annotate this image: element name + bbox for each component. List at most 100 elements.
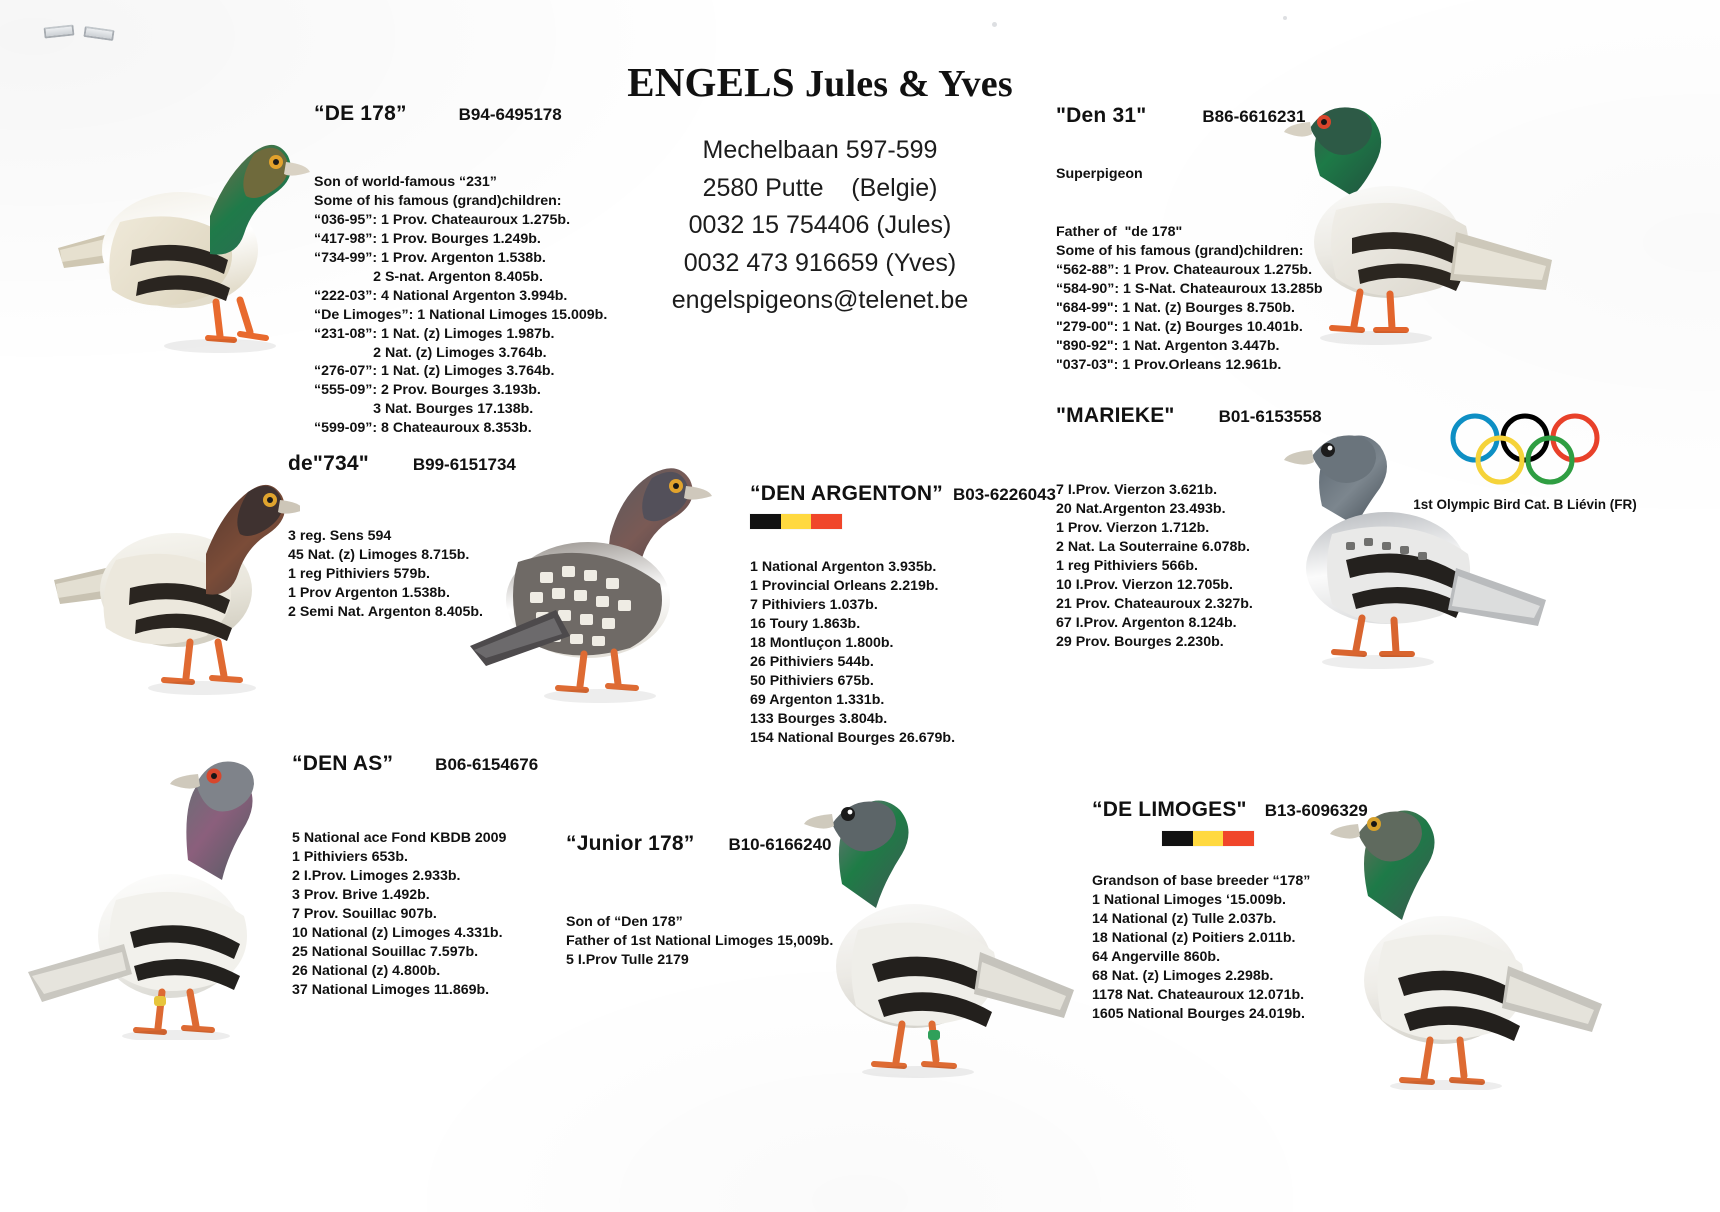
result-line: “036-95”: 1 Prov. Chateauroux 1.275b. — [314, 211, 571, 228]
belgian-flag-badge — [1162, 831, 1255, 846]
result-line: “276-07”: 1 Nat. (z) Limoges 3.764b. — [314, 363, 555, 380]
result-line: 18 Montluçon 1.800b. — [750, 634, 894, 651]
result-line: 25 National Souillac 7.597b. — [292, 943, 479, 960]
result-line: 7 I.Prov. Vierzon 3.621b. — [1056, 481, 1218, 498]
letterhead: ENGELS Jules & Yves Mechelbaan 597-599 2… — [560, 58, 1080, 320]
staple-mark-right — [83, 25, 115, 42]
pigeon-name: “DEN AS” — [292, 752, 394, 775]
record-results: Grandson of base breeder “178” 1 Nationa… — [1092, 853, 1392, 1043]
pigeon-name: “DE LIMOGES" — [1092, 798, 1247, 821]
record-header: “DEN AS” B06-6154676 — [292, 752, 592, 776]
result-line: 1 Pithiviers 653b. — [292, 848, 408, 865]
result-line: Son of “Den 178” — [566, 913, 683, 930]
result-line: “231-08”: 1 Nat. (z) Limoges 1.987b. — [314, 325, 555, 342]
result-line: “599-09”: 8 Chateauroux 8.353b. — [314, 420, 532, 437]
result-line: 20 Nat.Argenton 23.493b. — [1056, 500, 1226, 517]
pigeon-illustration — [54, 484, 300, 695]
record-results: Son of world-famous “231” Some of his fa… — [314, 154, 614, 457]
result-line: 7 Prov. Souillac 907b. — [292, 905, 437, 922]
result-line: 1 reg Pithiviers 579b. — [288, 565, 430, 582]
result-line: Father of 1st National Limoges 15,009b. — [566, 932, 834, 949]
result-line: 1 reg Pithiviers 566b. — [1056, 557, 1198, 574]
pigeon-subtitle: Superpigeon — [1056, 166, 1143, 182]
flag-stripe-yellow — [1192, 831, 1224, 846]
flag-stripe-red — [811, 514, 843, 529]
result-line: 2 Semi Nat. Argenton 8.405b. — [288, 603, 484, 620]
result-line: 133 Bourges 3.804b. — [750, 710, 888, 727]
record-den-argenton: “DEN ARGENTON” B03-6226043 1 National Ar… — [750, 482, 1070, 766]
flag-stripe-yellow — [780, 514, 812, 529]
result-line: 18 National (z) Poitiers 2.011b. — [1092, 929, 1296, 946]
result-line: 1 National Limoges ‘15.009b. — [1092, 891, 1286, 908]
pigeon-photo-de-734 — [40, 440, 300, 710]
record-header: “Junior 178” B10-6166240 — [566, 832, 866, 856]
farm-surname: ENGELS — [627, 59, 795, 105]
result-line: “De Limoges”: 1 National Limoges 15.009b… — [314, 306, 608, 323]
result-line: 2 I.Prov. Limoges 2.933b. — [292, 867, 461, 884]
result-line: Some of his famous (grand)children: — [314, 192, 562, 209]
result-line: “555-09”: 2 Prov. Bourges 3.193b. — [314, 382, 541, 399]
result-line: “562-88”: 1 Prov. Chateauroux 1.275b. — [1056, 261, 1313, 278]
record-den-31: "Den 31" B86-6616231 Superpigeon Father … — [1056, 104, 1356, 394]
contact-block: Mechelbaan 597-599 2580 Putte (Belgie) 0… — [560, 132, 1080, 320]
record-results: 5 National ace Fond KBDB 2009 1 Pithivie… — [292, 810, 592, 1018]
record-header: “DEN ARGENTON” B03-6226043 — [750, 482, 1070, 506]
pigeon-ring-number: B06-6154676 — [435, 755, 539, 774]
pigeon-name: “DEN ARGENTON” — [750, 482, 943, 505]
result-line: 26 Pithiviers 544b. — [750, 653, 874, 670]
result-line: 45 Nat. (z) Limoges 8.715b. — [288, 546, 470, 563]
pigeon-illustration — [1330, 810, 1602, 1090]
pigeon-photo-de-178 — [40, 100, 310, 370]
record-marieke: "MARIEKE" B01-6153558 7 I.Prov. Vierzon … — [1056, 404, 1356, 670]
result-line: 29 Prov. Bourges 2.230b. — [1056, 633, 1224, 650]
result-line: 1178 Nat. Chateauroux 12.071b. — [1092, 986, 1305, 1003]
pigeon-photo-marieke — [1250, 418, 1550, 678]
record-de-limoges: “DE LIMOGES" B13-6096329 Grandson of bas… — [1092, 798, 1392, 1043]
result-line: 1 Prov. Vierzon 1.712b. — [1056, 519, 1210, 536]
pigeon-illustration — [470, 468, 712, 703]
result-line: 14 National (z) Tulle 2.037b. — [1092, 910, 1277, 927]
result-line: 3 Prov. Brive 1.492b. — [292, 886, 430, 903]
pigeon-name: “DE 178” — [314, 102, 407, 125]
result-line: 37 National Limoges 11.869b. — [292, 981, 490, 998]
pigeon-illustration — [1284, 435, 1546, 669]
result-line: "890-92": 1 Nat. Argenton 3.447b. — [1056, 337, 1280, 354]
pigeon-illustration — [804, 800, 1074, 1078]
result-line: "037-03": 1 Prov.Orleans 12.961b. — [1056, 356, 1282, 373]
result-line: “417-98”: 1 Prov. Bourges 1.249b. — [314, 230, 541, 247]
pigeon-illustration — [28, 761, 254, 1040]
flag-stripe-black — [1162, 831, 1193, 846]
result-line: “584-90”: 1 S-Nat. Chateauroux 13.285b — [1056, 280, 1323, 297]
record-header: “DE 178” B94-6495178 — [314, 102, 614, 126]
pigeon-name: "Den 31" — [1056, 104, 1147, 127]
pigeon-name: "MARIEKE" — [1056, 404, 1175, 427]
result-line: Son of world-famous “231” — [314, 173, 497, 190]
result-line: 10 I.Prov. Vierzon 12.705b. — [1056, 576, 1233, 593]
pigeon-ring-number: B13-6096329 — [1264, 801, 1368, 820]
email-address[interactable]: engelspigeons@telenet.be — [671, 286, 969, 314]
pigeon-photo-junior-178 — [790, 780, 1080, 1080]
result-line: “734-99”: 1 Prov. Argenton 1.538b. — [314, 249, 546, 266]
result-line: 3 reg. Sens 594 — [288, 527, 392, 544]
result-line: 3 Nat. Bourges 17.138b. — [314, 401, 534, 418]
result-line: 16 Toury 1.863b. — [750, 615, 861, 632]
olympic-award-caption: 1st Olympic Bird Cat. B Liévin (FR) — [1413, 497, 1637, 512]
result-line: 1 National Argenton 3.935b. — [750, 558, 937, 575]
result-line: 69 Argenton 1.331b. — [750, 691, 885, 708]
olympic-award-badge: 1st Olympic Bird Cat. B Liévin (FR) — [1350, 412, 1700, 512]
pigeon-ring-number: B01-6153558 — [1218, 407, 1322, 426]
result-line: 64 Angerville 860b. — [1092, 948, 1221, 965]
record-results: Father of "de 178" Some of his famous (g… — [1056, 204, 1356, 394]
flag-stripe-black — [750, 514, 781, 529]
result-line: 10 National (z) Limoges 4.331b. — [292, 924, 503, 941]
paper-speck — [1283, 16, 1287, 20]
pigeon-photo-den-as — [20, 740, 300, 1040]
result-line: 2 S-nat. Argenton 8.405b. — [314, 268, 543, 285]
record-de-734: de"734" B99-6151734 3 reg. Sens 594 45 N… — [288, 452, 588, 641]
result-line: 2 Nat. La Souterraine 6.078b. — [1056, 538, 1250, 555]
result-line: 1 Provincial Orleans 2.219b. — [750, 577, 939, 594]
pigeon-ring-number: B10-6166240 — [728, 835, 832, 854]
pigeon-illustration — [58, 144, 310, 353]
result-line: "279-00": 1 Nat. (z) Bourges 10.401b. — [1056, 318, 1303, 335]
record-junior-178: “Junior 178” B10-6166240 Son of “Den 178… — [566, 832, 866, 989]
